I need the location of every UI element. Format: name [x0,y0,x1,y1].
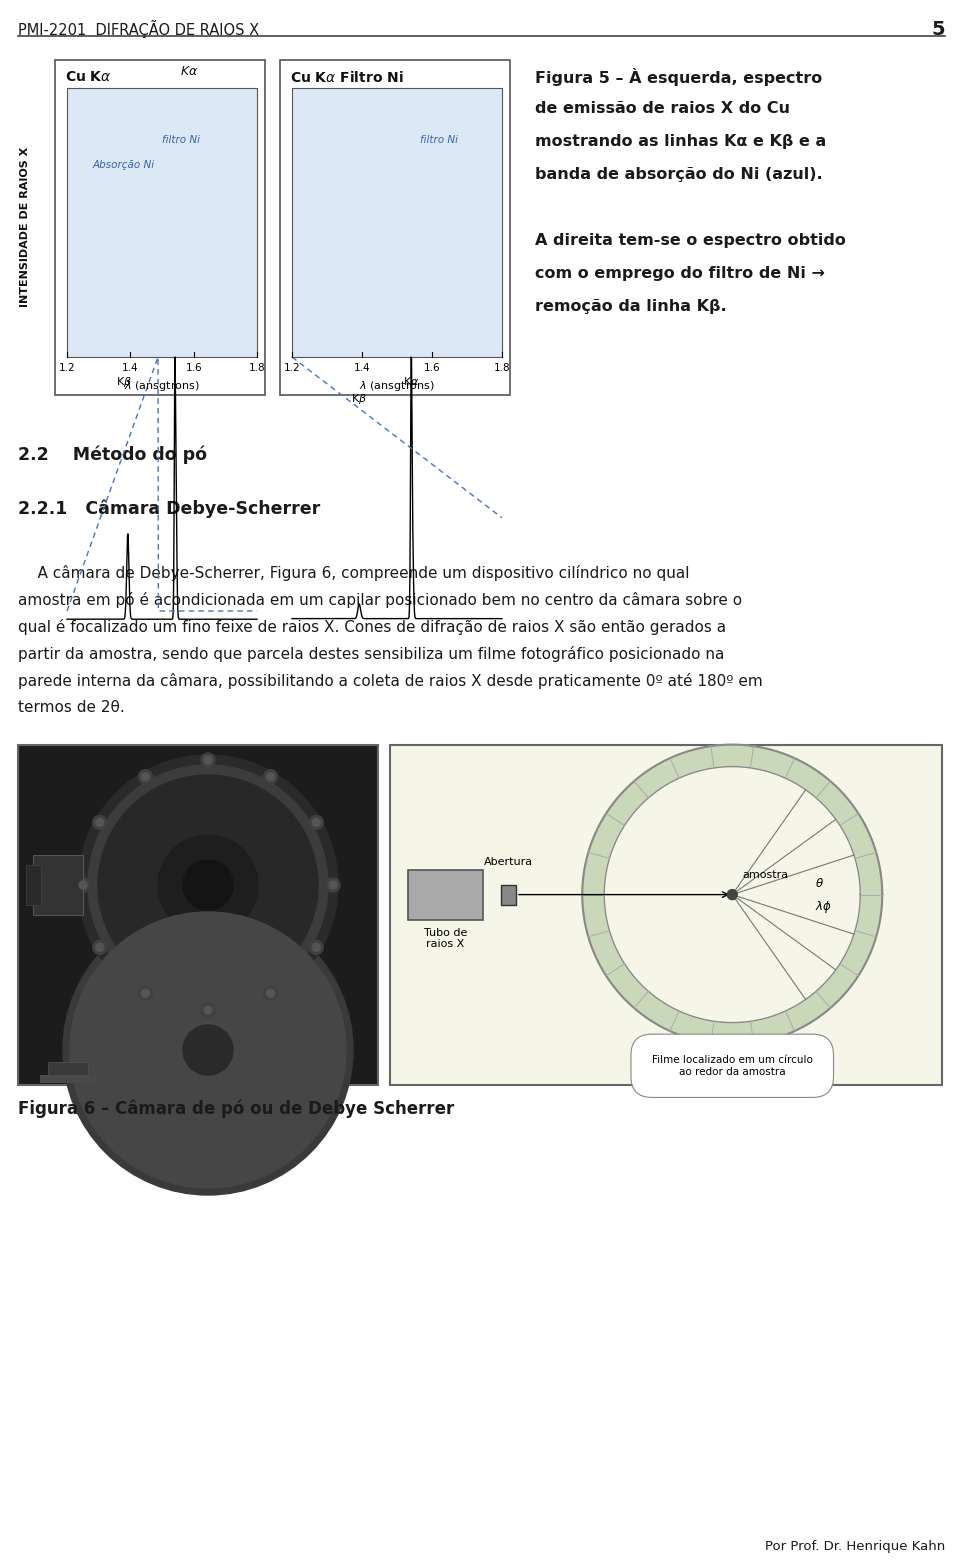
Text: $\lambda\phi$: $\lambda\phi$ [815,898,831,915]
Text: 1.4: 1.4 [122,362,138,373]
Text: Tubo de
raios X: Tubo de raios X [423,928,468,950]
Text: 1.6: 1.6 [185,362,202,373]
Bar [18,745,378,1086]
Polygon shape [604,767,860,1023]
Text: Cu K$\alpha$: Cu K$\alpha$ [65,70,111,84]
Circle shape [183,1025,233,1075]
Circle shape [204,1006,212,1014]
Text: 2.2.1   Câmara Debye-Scherrer: 2.2.1 Câmara Debye-Scherrer [18,500,321,519]
Bar [40,1075,96,1082]
Text: amostra em pó é acondicionada em um capilar posicionado bem no centro da câmara : amostra em pó é acondicionada em um capi… [18,592,742,608]
Bar [390,745,942,1086]
Text: banda de absorção do Ni (azul).: banda de absorção do Ni (azul). [535,167,823,183]
Text: 1.8: 1.8 [493,362,511,373]
Text: mostrando as linhas Kα e Kβ e a: mostrando as linhas Kα e Kβ e a [535,134,827,148]
Circle shape [728,890,737,900]
Text: PMI-2201  DIFRAÇÃO DE RAIOS X: PMI-2201 DIFRAÇÃO DE RAIOS X [18,20,259,37]
Circle shape [96,943,104,951]
Text: K$\alpha$: K$\alpha$ [403,375,420,387]
Circle shape [63,904,353,1195]
Circle shape [138,986,153,1000]
Circle shape [329,881,337,889]
Circle shape [309,815,324,829]
Text: filtro Ni: filtro Ni [162,134,200,145]
Text: INTENSIDADE DE RAIOS X: INTENSIDADE DE RAIOS X [20,147,30,308]
Text: 2.2    Método do pó: 2.2 Método do pó [18,445,207,464]
Polygon shape [583,745,882,1045]
Text: 5: 5 [931,20,945,39]
Text: $\theta$: $\theta$ [815,876,824,890]
Bar [33,854,83,915]
Bar [280,59,510,395]
Bar [292,87,502,358]
Text: parede interna da câmara, possibilitando a coleta de raios X desde praticamente : parede interna da câmara, possibilitando… [18,673,763,689]
Circle shape [204,756,212,764]
Circle shape [309,940,324,954]
Text: $\lambda$ (ansgtrons): $\lambda$ (ansgtrons) [124,380,200,394]
Text: Abertura: Abertura [484,856,533,867]
Circle shape [158,836,258,936]
Text: filtro Ni: filtro Ni [420,134,458,145]
Text: Filme localizado em um círculo
ao redor da amostra: Filme localizado em um círculo ao redor … [652,1054,813,1076]
Bar [67,87,257,358]
Bar [501,884,516,904]
Text: A câmara de Debye-Scherrer, Figura 6, compreende um dispositivo cilíndrico no qu: A câmara de Debye-Scherrer, Figura 6, co… [18,565,689,581]
Circle shape [183,861,233,911]
Circle shape [201,1003,215,1017]
Text: de emissão de raios X do Cu: de emissão de raios X do Cu [535,102,790,116]
Text: Cu K$\alpha$ Filtro Ni: Cu K$\alpha$ Filtro Ni [290,70,403,84]
Circle shape [96,818,104,826]
Circle shape [267,989,275,997]
Text: 1.2: 1.2 [284,362,300,373]
Circle shape [88,765,328,1004]
Text: Absorção Ni: Absorção Ni [92,159,155,170]
Circle shape [263,986,277,1000]
Circle shape [93,940,107,954]
Text: Figura 5 – À esquerda, espectro: Figura 5 – À esquerda, espectro [535,69,823,86]
Text: Figura 6 – Câmara de pó ou de Debye Scherrer: Figura 6 – Câmara de pó ou de Debye Sche… [18,1100,454,1118]
Circle shape [76,878,90,892]
Circle shape [138,770,153,784]
Text: amostra: amostra [742,870,788,879]
Text: K$\beta$: K$\beta$ [351,392,368,406]
Text: 1.2: 1.2 [59,362,75,373]
Circle shape [78,754,338,1015]
Text: partir da amostra, sendo que parcela destes sensibiliza um filme fotográfico pos: partir da amostra, sendo que parcela des… [18,647,725,662]
Circle shape [267,773,275,781]
Circle shape [93,815,107,829]
Bar [55,59,265,395]
Circle shape [312,943,321,951]
Circle shape [79,881,87,889]
Bar [48,1062,88,1079]
Text: A direita tem-se o espectro obtido: A direita tem-se o espectro obtido [535,233,846,248]
Text: remoção da linha Kβ.: remoção da linha Kβ. [535,298,727,314]
Circle shape [312,818,321,826]
Text: termos de 2θ.: termos de 2θ. [18,700,125,715]
Text: K$\beta$: K$\beta$ [116,375,132,389]
Text: 1.6: 1.6 [423,362,441,373]
Circle shape [201,753,215,767]
Circle shape [141,773,150,781]
Text: 1.8: 1.8 [249,362,265,373]
Circle shape [141,989,150,997]
Circle shape [326,878,340,892]
Text: $\lambda$ (ansgtrons): $\lambda$ (ansgtrons) [359,380,435,394]
Text: 1.4: 1.4 [353,362,371,373]
Circle shape [263,770,277,784]
Bar [408,870,483,920]
Circle shape [70,912,346,1189]
Text: K$\alpha$: K$\alpha$ [180,66,199,78]
Text: qual é focalizado um fino feixe de raios X. Cones de difração de raios X são ent: qual é focalizado um fino feixe de raios… [18,619,726,636]
Circle shape [98,775,318,995]
Text: Por Prof. Dr. Henrique Kahn: Por Prof. Dr. Henrique Kahn [765,1540,945,1553]
Bar [26,865,41,904]
Text: com o emprego do filtro de Ni →: com o emprego do filtro de Ni → [535,266,825,281]
